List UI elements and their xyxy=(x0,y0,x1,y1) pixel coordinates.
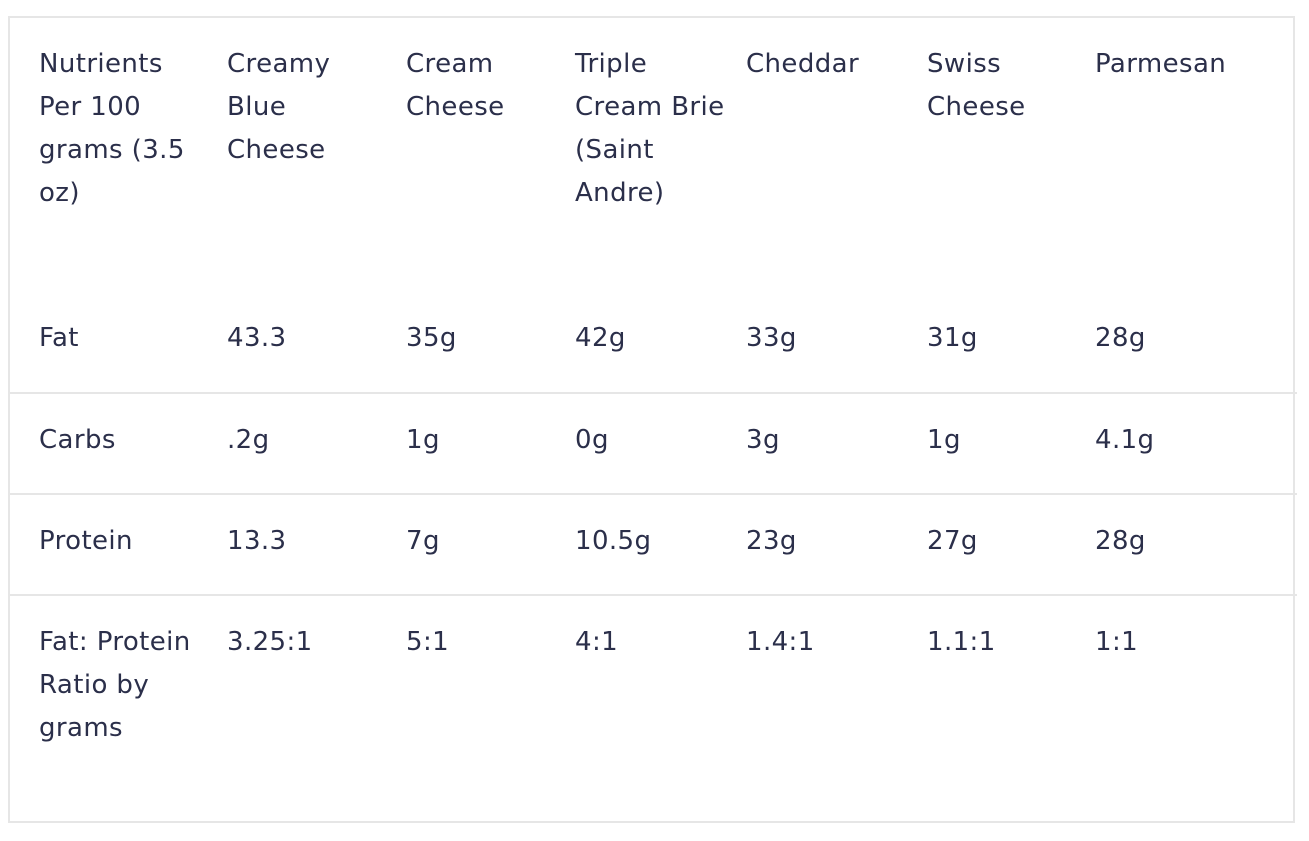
table-cell: 42g xyxy=(575,323,626,353)
cheese-nutrition-table: Nutrients Per 100 grams (3.5 oz) Creamy … xyxy=(10,18,1297,825)
header-nutrients: Nutrients Per 100 grams (3.5 oz) xyxy=(39,49,185,208)
table-cell: 1:1 xyxy=(1086,594,1297,825)
table-cell: 7g xyxy=(397,493,566,595)
table-cell: 28g xyxy=(1086,493,1297,595)
table-cell: 3g xyxy=(737,392,918,494)
table-row-carbs: Carbs .2g 1g 0g 3g 1g 4.1g xyxy=(10,392,1297,494)
table-cell: 10.5g xyxy=(566,493,737,595)
header-creamy-blue-cheese: Creamy Blue Cheese xyxy=(227,49,331,165)
table-cell: 3.25:1 xyxy=(218,594,397,825)
header-triple-cream-brie: Triple Cream Brie (Saint Andre) xyxy=(575,49,725,208)
table-cell: 28g xyxy=(1095,323,1146,353)
table-cell: 27g xyxy=(918,493,1086,595)
row-label: Fat: Protein Ratio by grams xyxy=(10,594,218,825)
header-swiss-cheese: Swiss Cheese xyxy=(927,49,1026,122)
row-label: Carbs xyxy=(10,392,218,494)
header-cream-cheese: Cream Cheese xyxy=(406,49,505,122)
table-cell: 35g xyxy=(406,323,457,353)
table-cell: .2g xyxy=(218,392,397,494)
table-cell: 0g xyxy=(566,392,737,494)
table-cell: 1g xyxy=(918,392,1086,494)
header-parmesan: Parmesan xyxy=(1095,49,1227,79)
table-cell: 31g xyxy=(927,323,978,353)
table-cell: 1.4:1 xyxy=(737,594,918,825)
header-cheddar: Cheddar xyxy=(746,49,860,79)
table-cell: 13.3 xyxy=(218,493,397,595)
row-label: Fat xyxy=(39,323,79,353)
table-cell: 23g xyxy=(737,493,918,595)
table-row-fat: Fat 43.3 35g 42g 33g 31g 28g xyxy=(10,292,1297,393)
table-cell: 4:1 xyxy=(566,594,737,825)
table-row-protein: Protein 13.3 7g 10.5g 23g 27g 28g xyxy=(10,493,1297,595)
nutrition-table-container: Nutrients Per 100 grams (3.5 oz) Creamy … xyxy=(8,16,1297,825)
table-cell: 1g xyxy=(397,392,566,494)
table-cell: 1.1:1 xyxy=(918,594,1086,825)
table-cell: 4.1g xyxy=(1086,392,1297,494)
table-cell: 43.3 xyxy=(227,323,287,353)
row-label: Protein xyxy=(10,493,218,595)
table-cell: 33g xyxy=(746,323,797,353)
table-row-fat-protein-ratio: Fat: Protein Ratio by grams 3.25:1 5:1 4… xyxy=(10,594,1297,825)
table-header-row: Nutrients Per 100 grams (3.5 oz) Creamy … xyxy=(10,18,1297,292)
table-cell: 5:1 xyxy=(397,594,566,825)
